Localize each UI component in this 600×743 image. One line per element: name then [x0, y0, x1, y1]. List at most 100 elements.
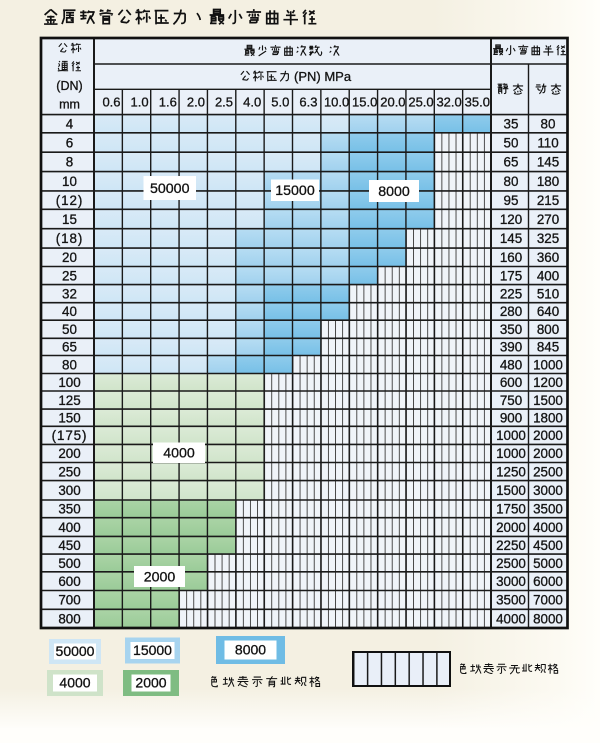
- svg-text:50000: 50000: [150, 181, 190, 197]
- svg-text:1000: 1000: [496, 428, 526, 443]
- svg-text:80: 80: [62, 357, 77, 372]
- svg-text:3500: 3500: [496, 593, 526, 608]
- svg-text:15000: 15000: [133, 642, 172, 658]
- svg-text:35.0: 35.0: [465, 95, 490, 110]
- svg-text:2000: 2000: [135, 675, 166, 691]
- svg-text:25.0: 25.0: [408, 95, 433, 110]
- svg-text:20: 20: [62, 250, 77, 265]
- svg-text:2.5: 2.5: [215, 95, 233, 110]
- svg-text:600: 600: [500, 375, 522, 390]
- svg-text:2500: 2500: [496, 556, 526, 571]
- svg-text:125: 125: [58, 393, 80, 408]
- svg-text:700: 700: [58, 593, 80, 608]
- svg-text:5.0: 5.0: [271, 95, 289, 110]
- svg-text:500: 500: [58, 556, 80, 571]
- svg-text:1.0: 1.0: [131, 95, 149, 110]
- svg-text:15000: 15000: [275, 183, 315, 199]
- svg-text:350: 350: [500, 322, 522, 337]
- svg-text:(PN) MPa: (PN) MPa: [294, 69, 352, 84]
- svg-text:(12): (12): [56, 193, 83, 208]
- svg-text:325: 325: [537, 231, 559, 246]
- svg-text:2.0: 2.0: [187, 95, 205, 110]
- svg-text:80: 80: [504, 174, 519, 189]
- svg-text:1.6: 1.6: [159, 95, 177, 110]
- svg-text:25: 25: [62, 268, 77, 283]
- svg-text:6.3: 6.3: [299, 95, 317, 110]
- svg-text:900: 900: [500, 411, 522, 426]
- svg-text:510: 510: [537, 286, 559, 301]
- svg-text:145: 145: [500, 231, 522, 246]
- svg-text:8000: 8000: [533, 611, 563, 626]
- svg-text:2500: 2500: [533, 464, 563, 479]
- svg-text:15: 15: [62, 212, 77, 227]
- svg-text:80: 80: [541, 117, 556, 132]
- svg-text:4000: 4000: [533, 520, 563, 535]
- svg-text:390: 390: [500, 340, 522, 355]
- svg-text:200: 200: [58, 446, 80, 461]
- svg-text:8: 8: [66, 155, 73, 170]
- svg-text:65: 65: [62, 340, 77, 355]
- svg-text:2000: 2000: [144, 569, 176, 585]
- svg-text:400: 400: [537, 268, 559, 283]
- svg-text:6000: 6000: [533, 574, 563, 589]
- svg-text:800: 800: [537, 322, 559, 337]
- svg-text:3500: 3500: [533, 502, 563, 517]
- svg-text:1000: 1000: [533, 357, 563, 372]
- svg-text:800: 800: [58, 611, 80, 626]
- svg-text:(DN): (DN): [56, 79, 82, 93]
- svg-text:360: 360: [537, 250, 559, 265]
- svg-text:7000: 7000: [533, 593, 563, 608]
- svg-text:145: 145: [537, 155, 559, 170]
- svg-text:10.0: 10.0: [324, 95, 349, 110]
- svg-text:180: 180: [537, 174, 559, 189]
- svg-text:95: 95: [504, 193, 519, 208]
- svg-text:1500: 1500: [533, 393, 563, 408]
- svg-text:35: 35: [504, 117, 519, 132]
- svg-text:(18): (18): [56, 231, 83, 246]
- svg-text:4000: 4000: [163, 446, 195, 462]
- svg-text:10: 10: [62, 174, 77, 189]
- svg-text:4000: 4000: [496, 611, 526, 626]
- svg-text:1500: 1500: [496, 483, 526, 498]
- svg-text:250: 250: [58, 464, 80, 479]
- svg-text:150: 150: [58, 411, 80, 426]
- svg-text:640: 640: [537, 304, 559, 319]
- svg-text:450: 450: [58, 538, 80, 553]
- svg-text:1250: 1250: [496, 464, 526, 479]
- svg-text:mm: mm: [59, 98, 80, 112]
- svg-text:2000: 2000: [533, 428, 563, 443]
- svg-text:3000: 3000: [533, 483, 563, 498]
- svg-text:480: 480: [500, 357, 522, 372]
- svg-text:50: 50: [62, 322, 77, 337]
- svg-text:2000: 2000: [533, 446, 563, 461]
- svg-text:160: 160: [500, 250, 522, 265]
- svg-text:50: 50: [504, 135, 519, 150]
- svg-text:1000: 1000: [496, 446, 526, 461]
- svg-text:15.0: 15.0: [352, 95, 377, 110]
- svg-text:0.6: 0.6: [102, 95, 120, 110]
- svg-text:1200: 1200: [533, 375, 563, 390]
- svg-text:6: 6: [66, 135, 73, 150]
- svg-text:100: 100: [58, 375, 80, 390]
- svg-text:40: 40: [62, 304, 77, 319]
- svg-text:8000: 8000: [378, 184, 410, 200]
- svg-text:50000: 50000: [56, 643, 95, 659]
- svg-text:3000: 3000: [496, 574, 526, 589]
- svg-text:65: 65: [504, 155, 519, 170]
- svg-text:20.0: 20.0: [380, 95, 405, 110]
- svg-text:600: 600: [58, 574, 80, 589]
- svg-text:1750: 1750: [496, 502, 526, 517]
- svg-text:32: 32: [62, 286, 77, 301]
- svg-text:845: 845: [537, 340, 559, 355]
- svg-text:400: 400: [58, 520, 80, 535]
- svg-text:120: 120: [500, 212, 522, 227]
- svg-text:300: 300: [58, 483, 80, 498]
- svg-text:225: 225: [500, 286, 522, 301]
- svg-text:350: 350: [58, 502, 80, 517]
- svg-text:(175): (175): [52, 428, 88, 443]
- svg-text:8000: 8000: [235, 642, 266, 658]
- svg-text:5000: 5000: [533, 556, 563, 571]
- svg-text:215: 215: [537, 193, 559, 208]
- svg-text:280: 280: [500, 304, 522, 319]
- svg-text:175: 175: [500, 268, 522, 283]
